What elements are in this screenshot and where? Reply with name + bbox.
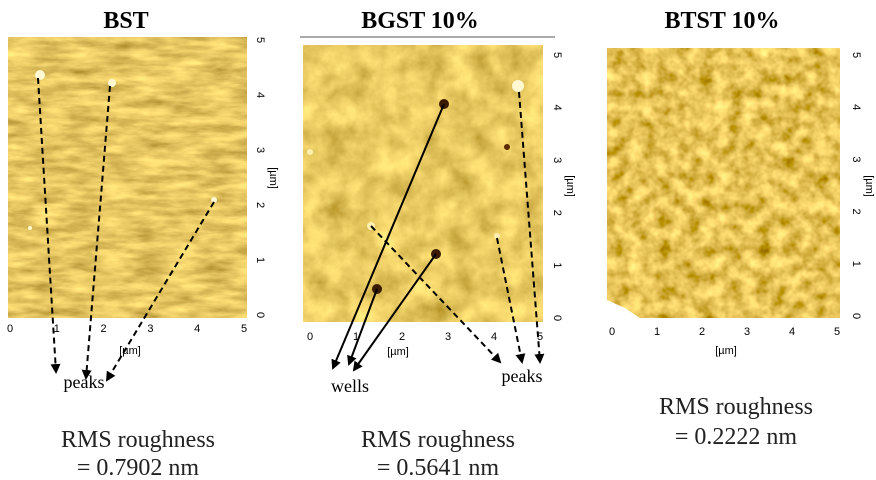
x-tick-label: 2 bbox=[399, 331, 405, 343]
x-tick-label: 0 bbox=[609, 326, 615, 338]
y-unit: [µm] bbox=[564, 175, 576, 197]
x-tick-label: 3 bbox=[744, 326, 750, 338]
y-unit: [µm] bbox=[863, 175, 875, 197]
panel-title: BST bbox=[103, 8, 148, 34]
y-tick-label: 2 bbox=[551, 210, 563, 216]
roughness-value: = 0.5641 nm bbox=[377, 455, 500, 480]
y-tick-label: 4 bbox=[850, 104, 862, 110]
y-tick-label: 1 bbox=[850, 261, 862, 267]
y-tick-label: 3 bbox=[850, 156, 862, 162]
x-unit: [µm] bbox=[715, 345, 737, 357]
peak-spots bbox=[28, 70, 217, 230]
x-tick-label: 0 bbox=[7, 323, 13, 335]
y-tick-label: 0 bbox=[551, 315, 563, 321]
y-tick-label: 4 bbox=[551, 105, 563, 111]
y-tick-label: 0 bbox=[254, 312, 266, 318]
image-corner bbox=[607, 300, 640, 318]
x-tick-label: 4 bbox=[491, 331, 497, 343]
annotation: peaks bbox=[64, 372, 105, 392]
afm-image bbox=[303, 45, 543, 322]
x-tick-label: 1 bbox=[54, 323, 60, 335]
panel-title: BGST 10% bbox=[361, 8, 479, 34]
x-tick-label: 1 bbox=[654, 326, 660, 338]
y-tick-label: 1 bbox=[254, 257, 266, 263]
y-tick-label: 2 bbox=[850, 209, 862, 215]
afm-image bbox=[607, 48, 840, 318]
roughness-label: RMS roughness bbox=[61, 427, 215, 453]
x-unit: [µm] bbox=[387, 346, 409, 358]
y-tick-label: 3 bbox=[254, 147, 266, 153]
panel-title: BTST 10% bbox=[665, 8, 780, 34]
y-tick-label: 1 bbox=[551, 262, 563, 268]
roughness-value: = 0.7902 nm bbox=[77, 455, 200, 480]
x-tick-label: 4 bbox=[789, 326, 795, 338]
y-tick-label: 5 bbox=[850, 52, 862, 58]
x-tick-label: 1 bbox=[353, 331, 359, 343]
y-unit: [µm] bbox=[267, 167, 279, 189]
x-tick-label: 3 bbox=[147, 323, 153, 335]
arrows bbox=[37, 77, 545, 382]
x-tick-label: 5 bbox=[834, 326, 840, 338]
y-tick-label: 0 bbox=[850, 313, 862, 319]
x-tick-label: 5 bbox=[241, 323, 247, 335]
x-tick-label: 0 bbox=[307, 331, 313, 343]
afm-image bbox=[8, 37, 247, 318]
x-tick-label: 5 bbox=[537, 331, 543, 343]
x-unit: [µm] bbox=[119, 345, 141, 357]
x-tick-label: 4 bbox=[194, 323, 200, 335]
x-tick-label: 2 bbox=[699, 326, 705, 338]
annotation: wells bbox=[331, 376, 369, 396]
x-tick-label: 3 bbox=[445, 331, 451, 343]
roughness-value: = 0.2222 nm bbox=[675, 424, 798, 450]
y-tick-label: 5 bbox=[551, 52, 563, 58]
annotation: peaks bbox=[502, 366, 543, 386]
x-tick-label: 2 bbox=[101, 323, 107, 335]
roughness-label: RMS roughness bbox=[361, 427, 515, 453]
y-tick-label: 5 bbox=[254, 37, 266, 43]
y-tick-label: 4 bbox=[254, 92, 266, 98]
y-tick-label: 2 bbox=[254, 202, 266, 208]
y-tick-label: 3 bbox=[551, 157, 563, 163]
roughness-label: RMS roughness bbox=[659, 394, 813, 420]
